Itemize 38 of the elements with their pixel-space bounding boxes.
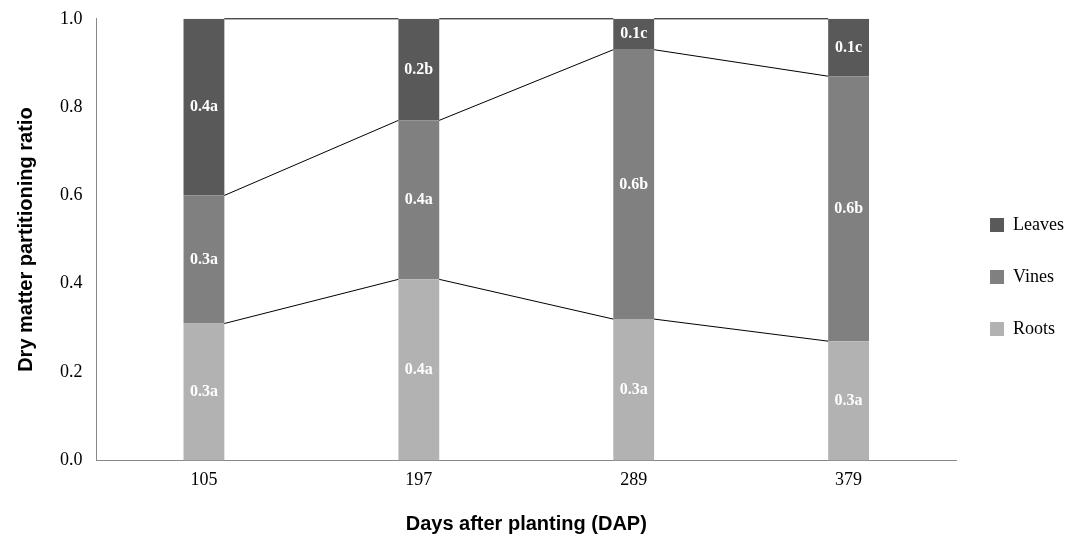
bar (398, 18, 440, 121)
bar (183, 195, 225, 324)
x-tick-label: 105 (190, 468, 218, 489)
bar (828, 341, 870, 461)
y-tick-label: 0.2 (60, 360, 83, 381)
x-axis-title: Days after planting (DAP) (405, 511, 647, 534)
data-label: 0.3a (619, 379, 648, 397)
data-label: 0.1c (620, 24, 648, 42)
y-tick-label: 0.8 (60, 95, 83, 116)
y-tick-label: 1.0 (60, 7, 83, 28)
y-axis-title: Dry matter partitioning ratio (13, 107, 36, 372)
data-label: 0.6b (619, 174, 649, 192)
y-tick-label: 0.4 (60, 272, 83, 293)
x-tick-label: 289 (620, 468, 648, 489)
bar (183, 18, 225, 196)
data-label: 0.1c (835, 37, 863, 55)
legend-label: Vines (1013, 265, 1054, 286)
bar (613, 49, 655, 320)
y-tick-label: 0.6 (60, 184, 83, 205)
legend-label: Leaves (1013, 213, 1064, 234)
bar (828, 18, 870, 77)
data-label: 0.3a (834, 390, 863, 408)
data-label: 0.4a (404, 190, 433, 207)
bar (183, 323, 225, 461)
bar (398, 120, 440, 280)
data-label: 0.4a (189, 97, 218, 115)
data-label: 0.3a (189, 249, 218, 267)
bar (398, 279, 440, 461)
y-tick-label: 0.0 (60, 449, 83, 470)
bar (828, 76, 870, 342)
bar (613, 319, 655, 461)
x-tick-label: 379 (835, 468, 863, 489)
data-label: 0.3a (189, 382, 218, 400)
data-label: 0.6b (834, 198, 864, 216)
data-label: 0.4a (404, 360, 433, 378)
data-label: 0.2b (404, 59, 434, 77)
legend-label: Roots (1013, 317, 1056, 338)
x-tick-label: 197 (405, 468, 433, 489)
